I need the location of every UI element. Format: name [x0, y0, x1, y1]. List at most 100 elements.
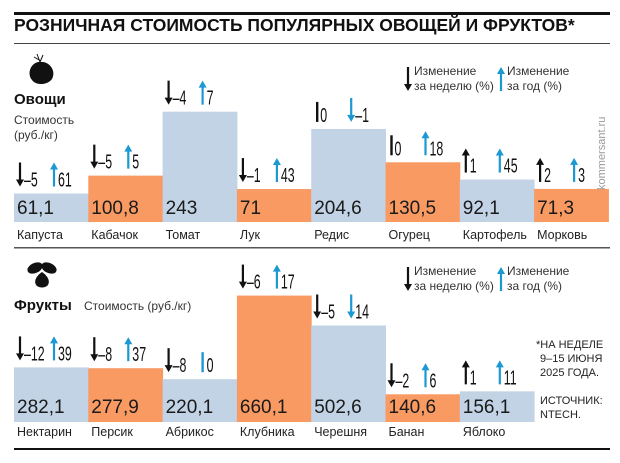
legend-year-line1: Изменение — [507, 64, 570, 78]
bar-item: 71,3 Морковь 2 3 — [534, 157, 609, 242]
year-change-label: 5 — [132, 151, 139, 174]
year-change-label: 39 — [58, 342, 72, 365]
bar — [459, 391, 535, 422]
year-change-label: 14 — [355, 300, 369, 323]
year-change-arrow-icon — [198, 80, 207, 105]
category-label: Картофель — [463, 228, 527, 242]
arrow-head — [421, 131, 430, 139]
arrow-head — [16, 353, 24, 361]
week-change-arrow-icon — [164, 348, 173, 373]
legend-week-line2: за неделю (%) — [414, 79, 494, 93]
arrow-shaft — [127, 342, 130, 362]
week-change-label: 1 — [470, 366, 477, 389]
week-change-label: –6 — [247, 271, 261, 294]
bar-item: 502,6 Черешня –5 14 — [311, 294, 386, 439]
arrow-shaft — [18, 162, 22, 182]
category-label: Томат — [166, 228, 201, 242]
year-change-arrow-icon — [50, 162, 58, 187]
arrow-head — [536, 157, 545, 165]
year-change-arrow-icon — [421, 131, 430, 156]
arrow-shaft — [93, 337, 96, 357]
bar — [162, 379, 238, 422]
week-change-arrow-icon — [390, 135, 393, 156]
arrow-head — [461, 360, 470, 368]
bar-value-label: 130,5 — [389, 198, 437, 219]
arrow-shaft — [406, 267, 410, 286]
category-label: Редис — [314, 228, 349, 242]
arrow-head — [347, 114, 356, 122]
source-value: NTECH. — [540, 409, 581, 421]
legend-year-line2: за год (%) — [507, 79, 562, 93]
category-label: Капуста — [17, 228, 63, 242]
week-change-label: –5 — [24, 168, 38, 191]
arrow-head — [495, 148, 504, 156]
arrow-shaft — [52, 341, 56, 361]
year-change-label: 43 — [281, 164, 295, 187]
arrow-shaft — [350, 294, 353, 314]
bar-value-label: 282,1 — [17, 397, 65, 418]
bar — [385, 162, 461, 222]
arrow-shaft — [424, 368, 427, 388]
arrow-shaft — [498, 365, 501, 385]
category-label: Банан — [389, 425, 425, 439]
arrow-shaft — [93, 144, 96, 164]
arrow-shaft — [18, 336, 22, 356]
category-label: Яблоко — [463, 425, 506, 439]
week-change-label: 2 — [544, 164, 551, 187]
week-change-label: 0 — [320, 104, 327, 127]
year-change-label: 45 — [504, 155, 518, 178]
arrow-shaft — [424, 136, 427, 156]
bar-item: 61,1 Капуста –5 61 — [14, 162, 89, 242]
bar — [162, 111, 238, 222]
year-change-arrow-icon — [272, 158, 281, 183]
footnote-line3: 2025 ГОДА. — [540, 367, 599, 379]
year-change-label: 61 — [58, 168, 72, 191]
arrow-head — [164, 97, 173, 105]
bar-item: 71 Лук –1 43 — [236, 158, 312, 242]
bar-value-label: 156,1 — [463, 397, 511, 418]
year-change-label: 0 — [207, 354, 214, 377]
arrow-shaft — [52, 167, 56, 187]
arrow-head — [404, 284, 412, 291]
vegetables-heading: Овощи — [14, 91, 66, 108]
arrow-shaft — [241, 264, 244, 284]
arrow-head — [50, 162, 58, 170]
arrow-head — [90, 354, 99, 362]
bar-value-label: 204,6 — [314, 198, 362, 219]
bar-item: 282,1 Нектарин –12 39 — [14, 336, 89, 439]
year-change-label: 6 — [430, 369, 437, 392]
bar-value-label: 140,6 — [389, 397, 437, 418]
bar-value-label: 71,3 — [537, 198, 574, 219]
bar-item: 220,1 Абрикос –8 0 — [162, 348, 238, 439]
year-change-arrow-icon — [347, 294, 356, 319]
bar — [88, 368, 164, 422]
bar — [534, 188, 609, 222]
bar — [311, 325, 386, 422]
arrow-shaft — [499, 72, 503, 91]
fruits-unit: Стоимость (руб./кг) — [84, 299, 191, 313]
onion-icon — [29, 53, 54, 85]
arrow-head — [497, 267, 505, 274]
arrow-head — [164, 365, 173, 373]
bar-item: 277,9 Персик –8 37 — [88, 337, 164, 439]
year-arrow-icon — [497, 67, 505, 91]
year-change-arrow-icon — [124, 144, 133, 169]
bar — [311, 128, 386, 222]
arrow-shaft — [498, 153, 501, 173]
arrow-head — [238, 175, 247, 183]
arrow-head — [347, 311, 356, 319]
legend-year-line1: Изменение — [507, 264, 570, 278]
bar-value-label: 100,8 — [91, 198, 139, 219]
bar — [236, 295, 312, 422]
week-change-arrow-icon — [461, 148, 470, 173]
week-change-label: –5 — [98, 151, 112, 174]
arrow-head — [50, 336, 58, 344]
fruits-bars: 282,1 Нектарин –12 39 277,9 Персик –8 37 220,1 Аб… — [14, 264, 535, 439]
source-label: ИСТОЧНИК: — [540, 395, 603, 407]
fruit-icon — [27, 262, 57, 288]
zero-bar — [390, 135, 393, 156]
bar — [385, 394, 461, 422]
year-change-arrow-icon — [272, 264, 281, 289]
year-change-arrow-icon — [201, 352, 204, 373]
